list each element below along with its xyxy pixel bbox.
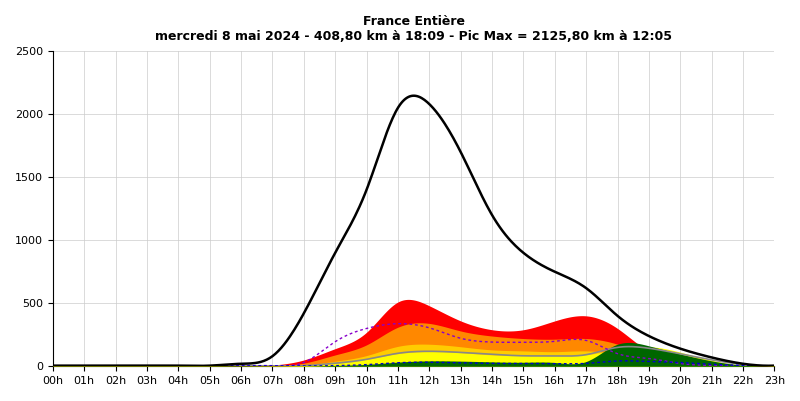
- Title: France Entière
mercredi 8 mai 2024 - 408,80 km à 18:09 - Pic Max = 2125,80 km à : France Entière mercredi 8 mai 2024 - 408…: [155, 15, 672, 43]
